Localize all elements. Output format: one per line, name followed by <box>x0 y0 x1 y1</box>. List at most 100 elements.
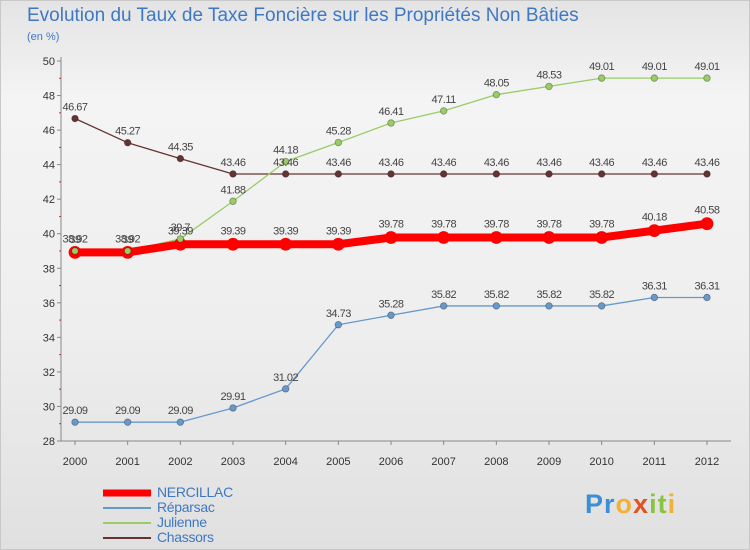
data-label-chassors: 45.27 <box>115 126 140 138</box>
data-point-réparsac <box>703 293 711 302</box>
data-label-julienne: 39.7 <box>171 222 191 234</box>
data-label-julienne: 47.11 <box>432 94 457 106</box>
data-label-réparsac: 35.82 <box>484 289 509 301</box>
data-point-réparsac <box>176 418 185 426</box>
data-label-nercillac: 39.39 <box>273 225 298 237</box>
data-label-julienne: 49.01 <box>694 61 719 73</box>
data-label-julienne: 48.05 <box>484 78 509 90</box>
data-point-julienne <box>334 138 343 147</box>
data-label-julienne: 44.18 <box>273 145 298 157</box>
legend-swatch-nercillac <box>103 489 151 497</box>
x-tick-label: 2001 <box>115 456 139 468</box>
data-label-réparsac: 36.31 <box>642 280 667 292</box>
x-tick-label: 2000 <box>63 456 87 468</box>
y-tick-label: 42 <box>43 194 55 206</box>
data-label-réparsac: 29.91 <box>220 391 245 403</box>
x-tick-label: 2007 <box>431 456 455 468</box>
data-label-nercillac: 40.18 <box>642 212 667 224</box>
series-lines <box>68 77 714 423</box>
data-point-julienne <box>703 74 711 82</box>
data-point-chassors <box>545 170 553 178</box>
data-label-nercillac: 39.39 <box>326 225 351 237</box>
y-tick-label: 34 <box>43 332 55 344</box>
data-label-julienne: 48.53 <box>536 69 561 81</box>
data-label-réparsac: 29.09 <box>115 405 140 417</box>
data-point-chassors <box>439 170 448 178</box>
data-point-réparsac <box>71 418 79 426</box>
data-label-chassors: 43.46 <box>220 157 245 169</box>
data-label-réparsac: 29.09 <box>62 405 87 417</box>
data-label-chassors: 43.46 <box>273 157 298 169</box>
data-label-julienne: 45.28 <box>326 126 351 138</box>
data-label-nercillac: 39.78 <box>589 219 614 231</box>
data-point-chassors <box>229 170 237 178</box>
series-points <box>71 74 711 426</box>
data-point-chassors <box>387 170 395 178</box>
data-label-julienne: 49.01 <box>642 61 667 73</box>
data-point-chassors <box>281 170 290 178</box>
data-point-nercillac <box>489 231 503 244</box>
data-label-nercillac: 38.92 <box>115 233 140 245</box>
data-label-chassors: 43.46 <box>484 157 509 169</box>
data-label-nercillac: 39.78 <box>431 219 456 231</box>
data-label-chassors: 43.46 <box>589 157 614 169</box>
x-tick-label: 2005 <box>326 456 350 468</box>
data-point-nercillac <box>437 231 451 244</box>
data-point-nercillac <box>595 231 609 244</box>
y-tick-label: 36 <box>43 298 55 310</box>
data-label-nercillac: 40.58 <box>694 205 719 217</box>
y-tick-label: 50 <box>43 56 55 68</box>
legend-label-chassors: Chassors <box>157 529 214 545</box>
x-tick-label: 2009 <box>537 456 561 468</box>
data-point-réparsac <box>650 293 659 302</box>
data-point-chassors <box>597 170 606 178</box>
data-label-réparsac: 34.73 <box>326 308 351 320</box>
data-point-réparsac <box>387 311 395 319</box>
data-label-nercillac: 39.39 <box>168 225 193 237</box>
data-point-réparsac <box>492 302 501 310</box>
data-label-chassors: 43.46 <box>378 157 403 169</box>
data-point-réparsac <box>439 302 448 310</box>
legend-item-julienne: Julienne <box>101 515 233 530</box>
x-tick-label: 2002 <box>168 456 192 468</box>
legend-label-reparsac: Réparsac <box>157 499 215 515</box>
data-label-réparsac: 35.82 <box>536 289 561 301</box>
proxiti-logo: Proxiti <box>585 489 677 519</box>
data-label-réparsac: 35.82 <box>589 289 614 301</box>
data-label-réparsac: 31.02 <box>273 372 298 384</box>
data-label-nercillac: 39.39 <box>220 225 245 237</box>
data-point-chassors <box>71 114 79 123</box>
data-label-julienne: 39 <box>69 234 81 246</box>
data-point-réparsac <box>334 321 343 329</box>
x-tick-label: 2003 <box>221 456 245 468</box>
data-point-réparsac <box>229 404 237 412</box>
data-point-julienne <box>71 247 79 255</box>
data-label-julienne: 41.88 <box>220 184 245 196</box>
data-point-julienne <box>492 90 501 99</box>
data-point-chassors <box>123 138 132 147</box>
x-tick-label: 2012 <box>695 456 719 468</box>
legend-label-julienne: Julienne <box>157 514 207 530</box>
data-label-chassors: 43.46 <box>694 157 719 169</box>
data-point-nercillac <box>226 237 240 251</box>
data-label-chassors: 43.46 <box>642 157 667 169</box>
data-point-julienne <box>439 107 448 115</box>
data-labels: 38.92 38.92 39.39 39.39 39.39 39.39 39.78 39.78… <box>62 61 720 417</box>
legend-item-reparsac: Réparsac <box>101 500 233 515</box>
y-tick-label: 30 <box>43 401 55 413</box>
data-point-julienne <box>650 74 659 82</box>
data-point-nercillac <box>331 237 345 251</box>
y-tick-label: 44 <box>43 160 55 172</box>
data-label-chassors: 43.46 <box>536 157 561 169</box>
data-point-chassors <box>334 170 343 178</box>
data-label-julienne: 46.41 <box>378 106 403 118</box>
legend-swatch-chassors <box>103 537 151 539</box>
data-point-julienne <box>597 74 606 82</box>
axes: 28 30 32 34 36 38 40 42 44 46 48 50 2000 2001 2002 2003… <box>43 56 731 468</box>
data-label-réparsac: 29.09 <box>168 405 193 417</box>
data-label-chassors: 44.35 <box>168 142 193 154</box>
data-point-julienne <box>281 157 290 166</box>
legend-item-nercillac: NERCILLAC <box>101 485 233 500</box>
x-tick-label: 2008 <box>484 456 508 468</box>
